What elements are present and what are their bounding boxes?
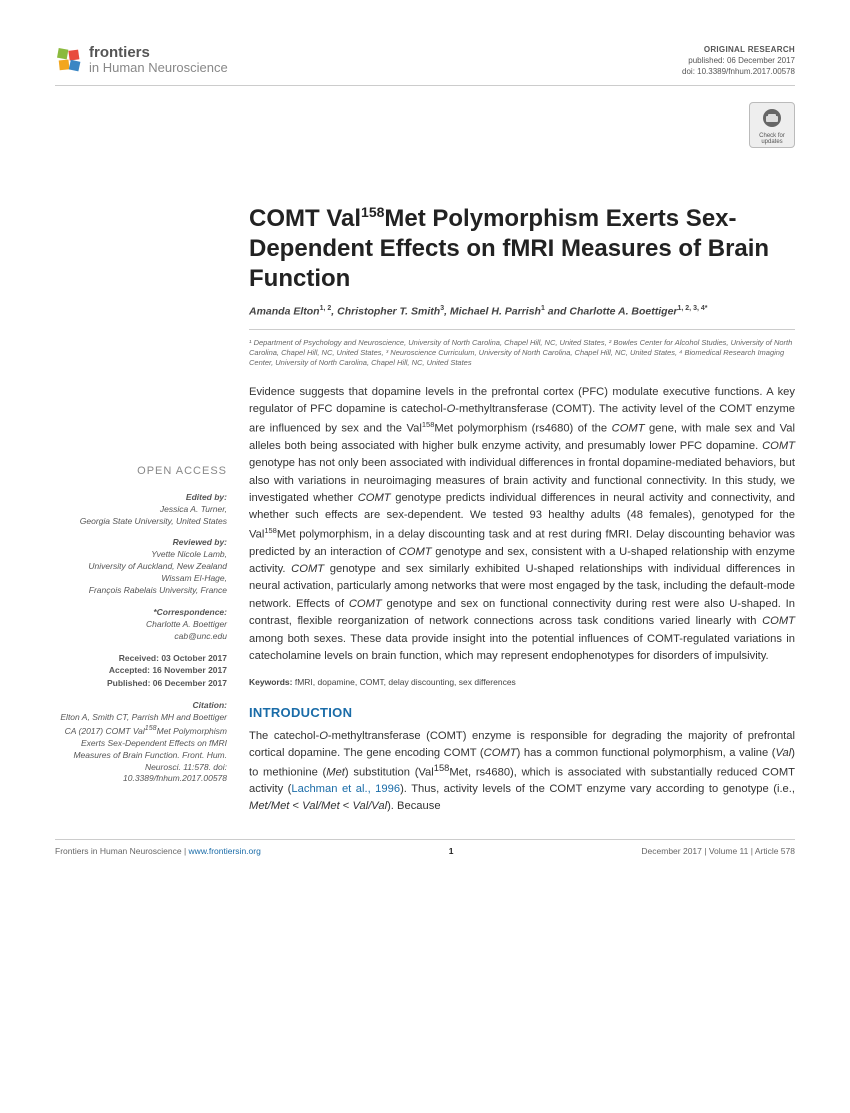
footer-url[interactable]: www.frontiersin.org	[189, 846, 261, 856]
editor-affiliation: Georgia State University, United States	[55, 516, 227, 528]
keywords-label: Keywords:	[249, 677, 292, 687]
check-updates-badge[interactable]: Check for updates	[749, 102, 795, 148]
abstract: Evidence suggests that dopamine levels i…	[249, 384, 795, 665]
footer-left: Frontiers in Human Neuroscience | www.fr…	[55, 846, 261, 856]
journal-name: in Human Neuroscience	[89, 61, 228, 75]
page-number: 1	[449, 846, 454, 856]
keywords: Keywords: fMRI, dopamine, COMT, delay di…	[249, 677, 795, 687]
citation-text: Elton A, Smith CT, Parrish MH and Boetti…	[55, 712, 227, 785]
open-access-label: OPEN ACCESS	[55, 464, 227, 479]
correspondence-name: Charlotte A. Boettiger	[55, 619, 227, 631]
journal-logo: frontiers in Human Neuroscience	[55, 45, 228, 74]
received-date: Received: 03 October 2017	[119, 653, 227, 663]
publication-meta: ORIGINAL RESEARCH published: 06 December…	[682, 45, 795, 77]
edited-by-label: Edited by:	[55, 492, 227, 504]
footer-right: December 2017 | Volume 11 | Article 578	[641, 846, 795, 856]
author-list: Amanda Elton1, 2, Christopher T. Smith3,…	[249, 304, 795, 329]
published-date: Published: 06 December 2017	[107, 678, 227, 688]
reviewer2-name: Wissam El-Hage,	[55, 573, 227, 585]
brand-name: frontiers	[89, 45, 228, 61]
publish-date: published: 06 December 2017	[682, 56, 795, 67]
frontiers-logo-icon	[55, 46, 83, 74]
citation-label: Citation:	[55, 700, 227, 712]
introduction-text: The catechol-O-methyltransferase (COMT) …	[249, 728, 795, 815]
article-main: COMT Val158Met Polymorphism Exerts Sex-D…	[249, 204, 795, 815]
article-sidebar: OPEN ACCESS Edited by: Jessica A. Turner…	[55, 204, 227, 815]
reviewer1-affiliation: University of Auckland, New Zealand	[55, 561, 227, 573]
article-title: COMT Val158Met Polymorphism Exerts Sex-D…	[249, 204, 795, 294]
check-updates-label: Check for updates	[759, 133, 785, 145]
reviewer2-affiliation: François Rabelais University, France	[55, 585, 227, 597]
article-type: ORIGINAL RESEARCH	[682, 45, 795, 56]
keywords-list: fMRI, dopamine, COMT, delay discounting,…	[295, 677, 516, 687]
doi: doi: 10.3389/fnhum.2017.00578	[682, 67, 795, 78]
page-footer: Frontiers in Human Neuroscience | www.fr…	[55, 839, 795, 856]
affiliations: ¹ Department of Psychology and Neuroscie…	[249, 338, 795, 368]
correspondence-email[interactable]: cab@unc.edu	[55, 631, 227, 643]
page-header: frontiers in Human Neuroscience ORIGINAL…	[55, 45, 795, 86]
introduction-heading: INTRODUCTION	[249, 705, 795, 720]
correspondence-label: *Correspondence:	[55, 607, 227, 619]
reviewed-by-label: Reviewed by:	[55, 537, 227, 549]
editor-name: Jessica A. Turner,	[55, 504, 227, 516]
article-dates: Received: 03 October 2017 Accepted: 16 N…	[55, 653, 227, 691]
accepted-date: Accepted: 16 November 2017	[109, 665, 227, 675]
reviewer1-name: Yvette Nicole Lamb,	[55, 549, 227, 561]
